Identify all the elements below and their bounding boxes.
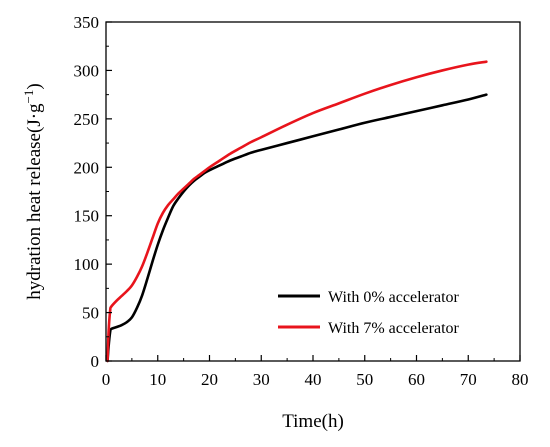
y-tick-label: 50 [82,304,99,323]
legend-label-0: With 0% accelerator [328,289,460,306]
y-tick-label: 250 [74,110,100,129]
y-axis-label-close: ) [24,83,45,89]
legend: With 0% accelerator With 7% accelerator [278,289,460,337]
y-axis-label: hydration heat release(J·g−1) [21,83,46,299]
x-tick-label: 50 [356,370,373,389]
y-tick-label: 0 [91,352,100,371]
plot-frame [105,21,521,362]
y-tick-label: 300 [74,61,100,80]
x-tick-label: 80 [512,370,529,389]
y-tick-label: 150 [74,207,100,226]
ticks-layer: 0 10 20 30 40 50 60 70 80 0 50 100 150 200 250 300 350 [74,13,529,389]
y-axis-label-superscript: −1 [21,90,36,104]
legend-label-1: With 7% accelerator [328,320,460,337]
y-tick-label: 350 [74,13,100,32]
series-line-0 [106,93,488,363]
x-axis-label: Time(h) [282,411,344,432]
x-tick-label: 10 [149,370,166,389]
y-axis-label-main: hydration heat release(J·g [24,103,45,300]
y-tick-label: 100 [74,255,100,274]
x-tick-label: 20 [201,370,218,389]
series-layer [106,60,488,363]
x-tick-label: 30 [253,370,270,389]
series-line-1 [106,60,488,363]
x-tick-label: 60 [408,370,425,389]
x-tick-label: 70 [460,370,477,389]
y-tick-label: 200 [74,158,100,177]
x-tick-label: 40 [305,370,322,389]
x-tick-label: 0 [102,370,111,389]
